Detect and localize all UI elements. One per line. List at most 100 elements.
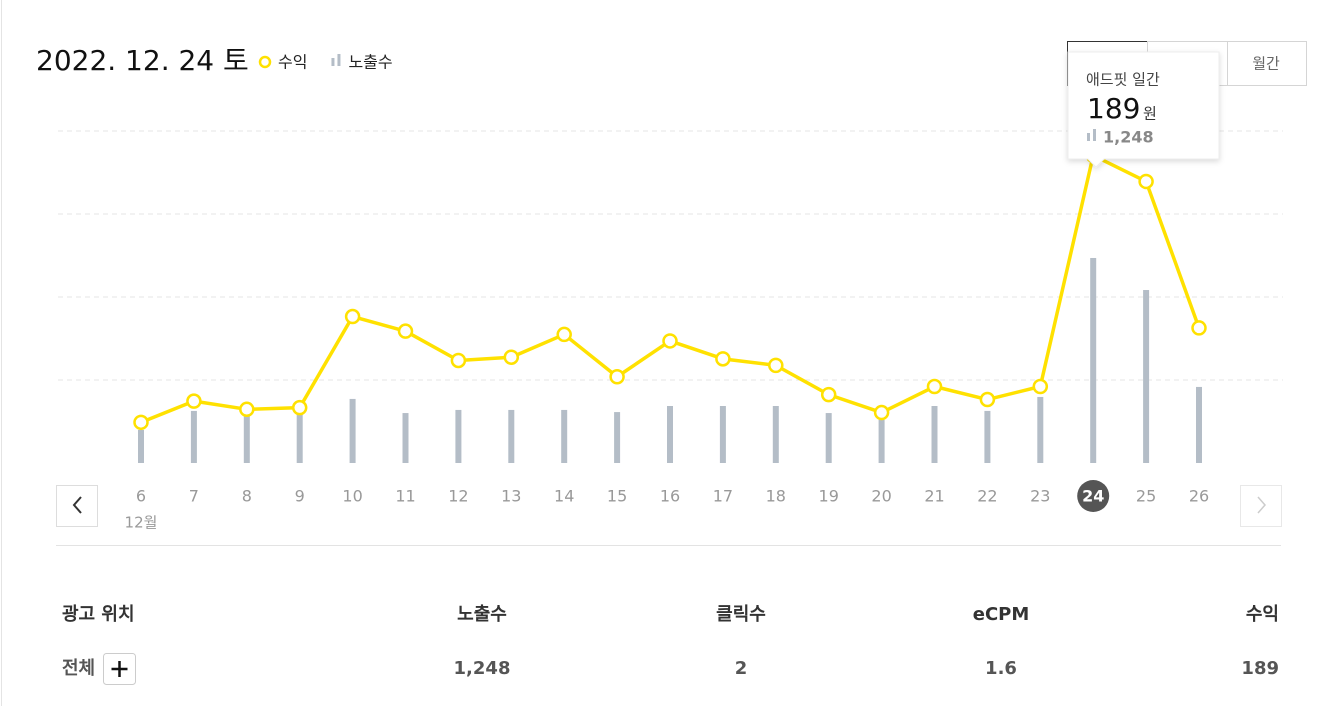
point — [873, 404, 890, 421]
prev-icon — [72, 496, 82, 514]
bar — [243, 416, 250, 463]
x-tick-label: 15 — [607, 487, 627, 506]
tooltip-box — [1067, 51, 1220, 168]
tooltip-unit: 원 — [1143, 105, 1157, 123]
bar — [190, 410, 197, 463]
tooltip — [1067, 51, 1220, 168]
point — [820, 386, 837, 403]
bar — [1090, 257, 1097, 463]
table-cell: 189 — [1241, 658, 1279, 679]
next-icon — [1257, 496, 1266, 514]
bar — [561, 409, 568, 463]
point — [397, 323, 414, 339]
x-tick-label: 10 — [342, 487, 362, 506]
bar — [772, 405, 779, 463]
x-tick-label: 13 — [501, 487, 521, 506]
chart: 6 7 8 9 10 11 12 13 14 15 16 17 18 19 20 21 22 23 24 25 26 12… — [58, 130, 1283, 532]
x-tick-label: 20 — [871, 487, 891, 506]
bar — [296, 414, 303, 463]
legend-icon — [331, 58, 335, 66]
bar — [455, 409, 462, 463]
tab-label[interactable]: 월간 — [1252, 55, 1280, 73]
x-tick-label: 9 — [295, 487, 305, 506]
point — [979, 391, 996, 408]
x-tick-label: 25 — [1136, 487, 1156, 506]
x-tick-label: 12 — [448, 487, 468, 506]
x-tick-label: 7 — [189, 487, 199, 506]
x-tick-label: 6 — [136, 487, 146, 506]
tooltip-value: 189 — [1087, 92, 1140, 125]
x-tick-label: 11 — [395, 487, 415, 506]
point — [450, 352, 467, 369]
x-tick-label: 21 — [924, 487, 944, 506]
x-tick-label: 16 — [660, 487, 680, 506]
x-tick-label: 8 — [242, 487, 252, 506]
bar — [667, 405, 673, 463]
table-header: 광고 위치 — [62, 604, 135, 625]
bar — [878, 419, 885, 463]
point — [662, 333, 678, 349]
x-tick-label: 22 — [977, 487, 997, 506]
bar — [1037, 396, 1044, 463]
legend-icon — [337, 54, 341, 66]
point — [344, 308, 361, 325]
table-cell: 전체 — [62, 658, 95, 679]
point — [1138, 173, 1154, 190]
point — [186, 393, 202, 409]
tooltip-title: 애드핏 일간 — [1086, 71, 1160, 89]
x-tick-label: 18 — [766, 487, 786, 506]
prev-button[interactable] — [56, 485, 98, 527]
table-header: 노출수 — [457, 604, 507, 625]
point — [503, 349, 520, 365]
point — [609, 368, 625, 385]
point — [556, 326, 572, 343]
legend-label: 수익 — [278, 53, 307, 72]
point — [239, 401, 255, 418]
bar — [1143, 290, 1150, 463]
selected-day — [1077, 480, 1110, 512]
tab-monthly[interactable] — [1227, 41, 1307, 86]
x-tick-label: 14 — [554, 487, 574, 506]
point — [715, 351, 731, 367]
x-tick-label: 19 — [819, 487, 839, 506]
date-title: 2022. 12. 24 토 — [36, 44, 249, 77]
bar — [138, 429, 144, 463]
point — [926, 378, 943, 395]
x-tick-label: 17 — [713, 487, 733, 506]
bar — [402, 413, 409, 463]
bar — [719, 405, 726, 463]
bar — [825, 413, 832, 463]
legend-label: 노출수 — [348, 53, 392, 72]
tooltip-bar-icon — [1093, 129, 1096, 141]
table-cell: 1.6 — [985, 658, 1017, 679]
month-label: 12월 — [125, 514, 158, 532]
bar — [508, 409, 515, 463]
table-header: 수익 — [1246, 604, 1279, 625]
tooltip-impressions: 1,248 — [1103, 128, 1154, 147]
point — [1032, 378, 1049, 395]
table-cell: 1,248 — [454, 658, 511, 679]
point — [1191, 320, 1207, 336]
point — [768, 357, 784, 374]
plus-icon — [111, 661, 128, 677]
table-cell: 2 — [735, 658, 748, 679]
tooltip-bar-icon — [1087, 133, 1090, 141]
x-tick-label: 23 — [1030, 487, 1050, 506]
bar — [614, 412, 621, 463]
bar — [931, 405, 938, 463]
next-button[interactable] — [1240, 485, 1282, 527]
bar — [1196, 386, 1202, 463]
point — [133, 414, 149, 431]
bar — [984, 410, 991, 463]
x-tick-label: 26 — [1189, 487, 1209, 506]
point — [291, 399, 308, 416]
x-tick-label: 24 — [1082, 487, 1104, 506]
table-header: 클릭수 — [716, 604, 766, 625]
legend: 수익 노출수 — [258, 53, 393, 72]
bar — [349, 398, 356, 463]
table-header: eCPM — [973, 604, 1030, 625]
legend-icon — [258, 55, 272, 69]
